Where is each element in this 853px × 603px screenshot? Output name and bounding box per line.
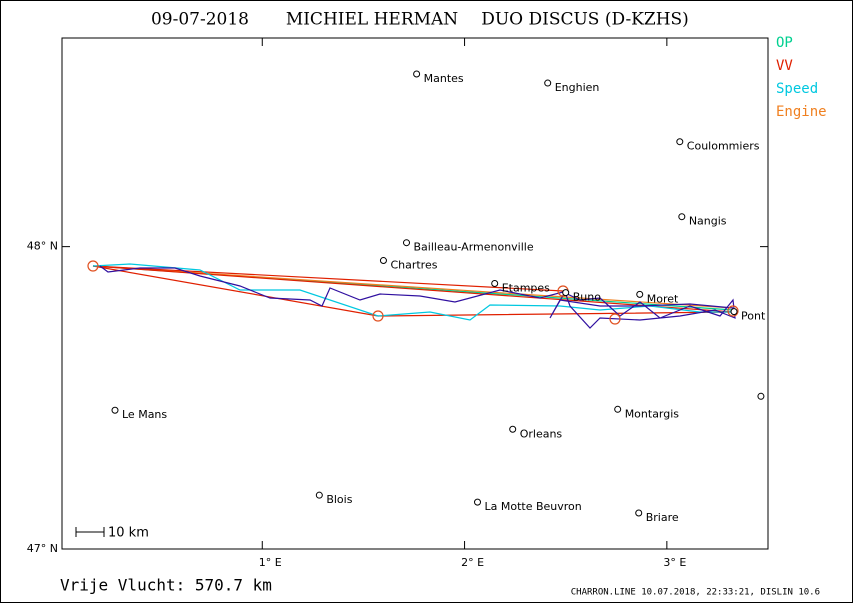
city-marker: [379, 257, 387, 265]
distance-label: Vrije Vlucht: 570.7 km: [60, 576, 272, 595]
city-label: Bailleau-Armenonville: [414, 241, 534, 254]
turnpoints: [87, 260, 739, 325]
city-marker: [413, 70, 421, 78]
turnpoint: [87, 260, 99, 272]
city-label: Coulommiers: [687, 140, 760, 153]
scale-bar: [75, 527, 105, 537]
engine-line: [92, 265, 734, 309]
flight-path: [99, 265, 736, 329]
city-marker: [757, 392, 765, 400]
flight-track: [92, 263, 736, 329]
turnpoint: [372, 310, 384, 322]
speed-track: [92, 263, 733, 321]
glider-name: DUO DISCUS (D-KZHS): [481, 10, 689, 30]
city-label: Chartres: [390, 259, 437, 272]
city-label: Montargis: [625, 407, 680, 420]
city-label: Le Mans: [122, 408, 167, 421]
city-label: Mantes: [424, 72, 464, 85]
x-tick-label: 2° E: [461, 556, 484, 569]
city-marker: [730, 308, 738, 316]
city-label: Blois: [326, 493, 352, 506]
legend-entry: Speed: [776, 81, 818, 97]
city-marker: [636, 290, 644, 298]
city-label: Buno: [573, 291, 601, 304]
vv-line: [92, 265, 734, 317]
city-marker: [474, 498, 482, 506]
turnpoint: [609, 313, 621, 325]
city-label: Briare: [646, 511, 679, 524]
legend-entry: OP: [776, 35, 793, 51]
city-marker: [676, 138, 684, 146]
city-label: Nangis: [689, 215, 727, 228]
city-marker: [544, 79, 552, 87]
x-tick-label: 1° E: [259, 556, 282, 569]
city-label: Orleans: [520, 427, 563, 440]
city-marker: [509, 425, 517, 433]
city-marker: [562, 289, 570, 297]
city-marker: [315, 491, 323, 499]
city-marker: [614, 405, 622, 413]
city-marker: [403, 239, 411, 247]
vv-line: [92, 265, 564, 292]
city-marker: [678, 213, 686, 221]
city-label: Pont: [741, 310, 766, 323]
map-frame: [61, 37, 769, 550]
city-label: Etampes: [502, 282, 550, 295]
y-tick-label: 48° N: [27, 240, 58, 253]
x-tick-label: 3° E: [663, 556, 686, 569]
city-label: Moret: [647, 292, 679, 305]
flight-date: 09-07-2018: [151, 10, 249, 30]
pilot-name: MICHIEL HERMAN: [286, 10, 458, 30]
legend-entry: VV: [776, 58, 793, 74]
city-marker: [111, 406, 119, 414]
city-marker: [491, 280, 499, 288]
credit-label: CHARRON.LINE 10.07.2018, 22:33:21, DISLI…: [571, 588, 820, 598]
y-tick-label: 47° N: [27, 542, 58, 555]
city-marker: [635, 509, 643, 517]
turnpoint: [727, 305, 739, 317]
city-label: La Motte Beuvron: [485, 500, 582, 513]
city-label: Enghien: [555, 81, 600, 94]
scale-label: 10 km: [108, 526, 149, 541]
legend-entry: Engine: [776, 104, 827, 120]
